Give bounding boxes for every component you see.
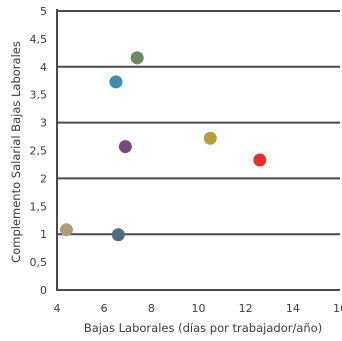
data-point <box>118 140 132 154</box>
x-tick-label: 12 <box>239 302 253 315</box>
x-tick-label: 6 <box>101 302 108 315</box>
y-tick-labels: 0 0,5 1 1,5 2 2,5 3 3,5 4 4,5 5 <box>30 5 48 297</box>
y-tick-label: 4,5 <box>30 33 48 46</box>
data-point <box>109 75 123 89</box>
y-tick-label: 3 <box>40 117 47 130</box>
x-tick-labels: 4 6 8 10 12 14 16 <box>54 302 342 315</box>
gridlines <box>57 10 340 236</box>
axes <box>56 9 340 291</box>
data-points <box>59 51 267 242</box>
data-point <box>203 131 217 145</box>
y-tick-label: 3,5 <box>30 89 48 102</box>
y-tick-label: 4 <box>40 61 47 74</box>
y-tick-label: 0,5 <box>30 256 48 269</box>
x-tick-label: 16 <box>333 302 342 315</box>
data-point <box>253 153 267 167</box>
y-tick-label: 5 <box>40 5 47 18</box>
y-axis-title: Complemento Salarial Bajas Laborales <box>9 41 23 263</box>
x-axis-title: Bajas Laborales (días por trabajador/año… <box>84 321 322 335</box>
y-tick-label: 1 <box>40 228 47 241</box>
y-tick-label: 2 <box>40 172 47 185</box>
x-tick-label: 14 <box>286 302 300 315</box>
data-point <box>130 51 144 65</box>
x-tick-label: 4 <box>54 302 61 315</box>
x-tick-label: 8 <box>148 302 155 315</box>
y-tick-label: 0 <box>40 284 47 297</box>
y-tick-label: 2,5 <box>30 145 48 158</box>
x-tick-label: 10 <box>192 302 206 315</box>
data-point <box>111 228 125 242</box>
y-tick-label: 1,5 <box>30 200 48 213</box>
data-point <box>59 223 73 237</box>
